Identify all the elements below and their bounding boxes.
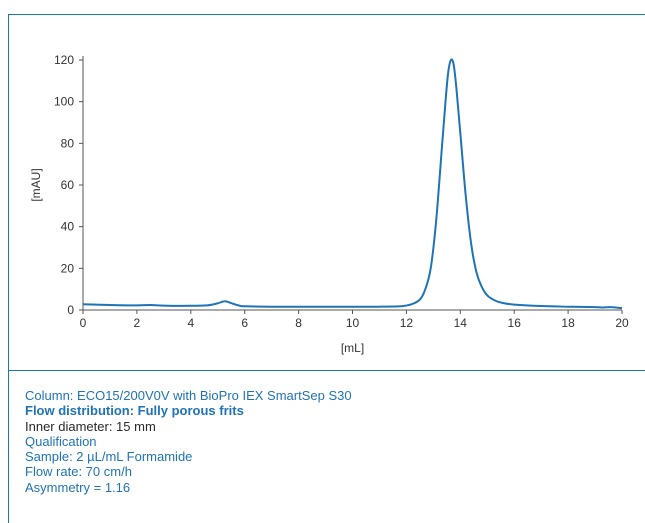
y-tick-label: 100 xyxy=(54,95,74,109)
chromatogram-line xyxy=(82,58,623,310)
caption-asymmetry: Asymmetry = 1.16 xyxy=(25,479,131,495)
y-tick-label: 0 xyxy=(67,303,74,317)
figure-caption: Column: ECO15/200V0V with BioPro IEX Sma… xyxy=(25,388,625,495)
caption-separator xyxy=(8,370,645,371)
y-tick-label: 40 xyxy=(61,220,75,234)
y-tick-label: 60 xyxy=(61,178,75,192)
caption-column: Column: ECO15/200V0V with BioPro IEX Sma… xyxy=(25,388,352,403)
figure-frame xyxy=(8,14,645,523)
x-tick-label: 16 xyxy=(508,316,522,330)
y-tick-label: 20 xyxy=(61,261,75,275)
x-tick-label: 8 xyxy=(295,316,302,330)
x-tick-label: 10 xyxy=(346,316,360,330)
x-tick-label: 12 xyxy=(400,316,414,330)
x-tick-label: 0 xyxy=(80,316,87,330)
caption-inner-diameter: Inner diameter: 15 mm xyxy=(25,418,156,434)
x-tick-label: 2 xyxy=(134,316,141,330)
caption-sample: Sample: 2 µL/mL Formamide xyxy=(25,449,193,465)
x-tick-label: 18 xyxy=(561,316,575,330)
caption-flow-distribution: Flow distribution: Fully porous frits xyxy=(25,403,244,419)
x-tick-label: 6 xyxy=(241,316,248,330)
x-tick-label: 14 xyxy=(454,316,468,330)
chart-series xyxy=(82,58,623,310)
x-tick-label: 20 xyxy=(615,316,629,330)
y-axis-label: [mAU] xyxy=(29,168,43,201)
caption-qualification: Qualification xyxy=(25,433,97,449)
x-tick-label: 4 xyxy=(187,316,194,330)
y-tick-label: 80 xyxy=(61,136,75,150)
y-tick-label: 120 xyxy=(54,53,74,67)
chart-axes: 0 20 40 60 80 100 120 0 2 4 6 8 10 12 14 16 18 20 xyxy=(54,53,629,330)
x-axis-label: [mL] xyxy=(341,341,364,355)
caption-flow-rate: Flow rate: 70 cm/h xyxy=(25,464,132,480)
